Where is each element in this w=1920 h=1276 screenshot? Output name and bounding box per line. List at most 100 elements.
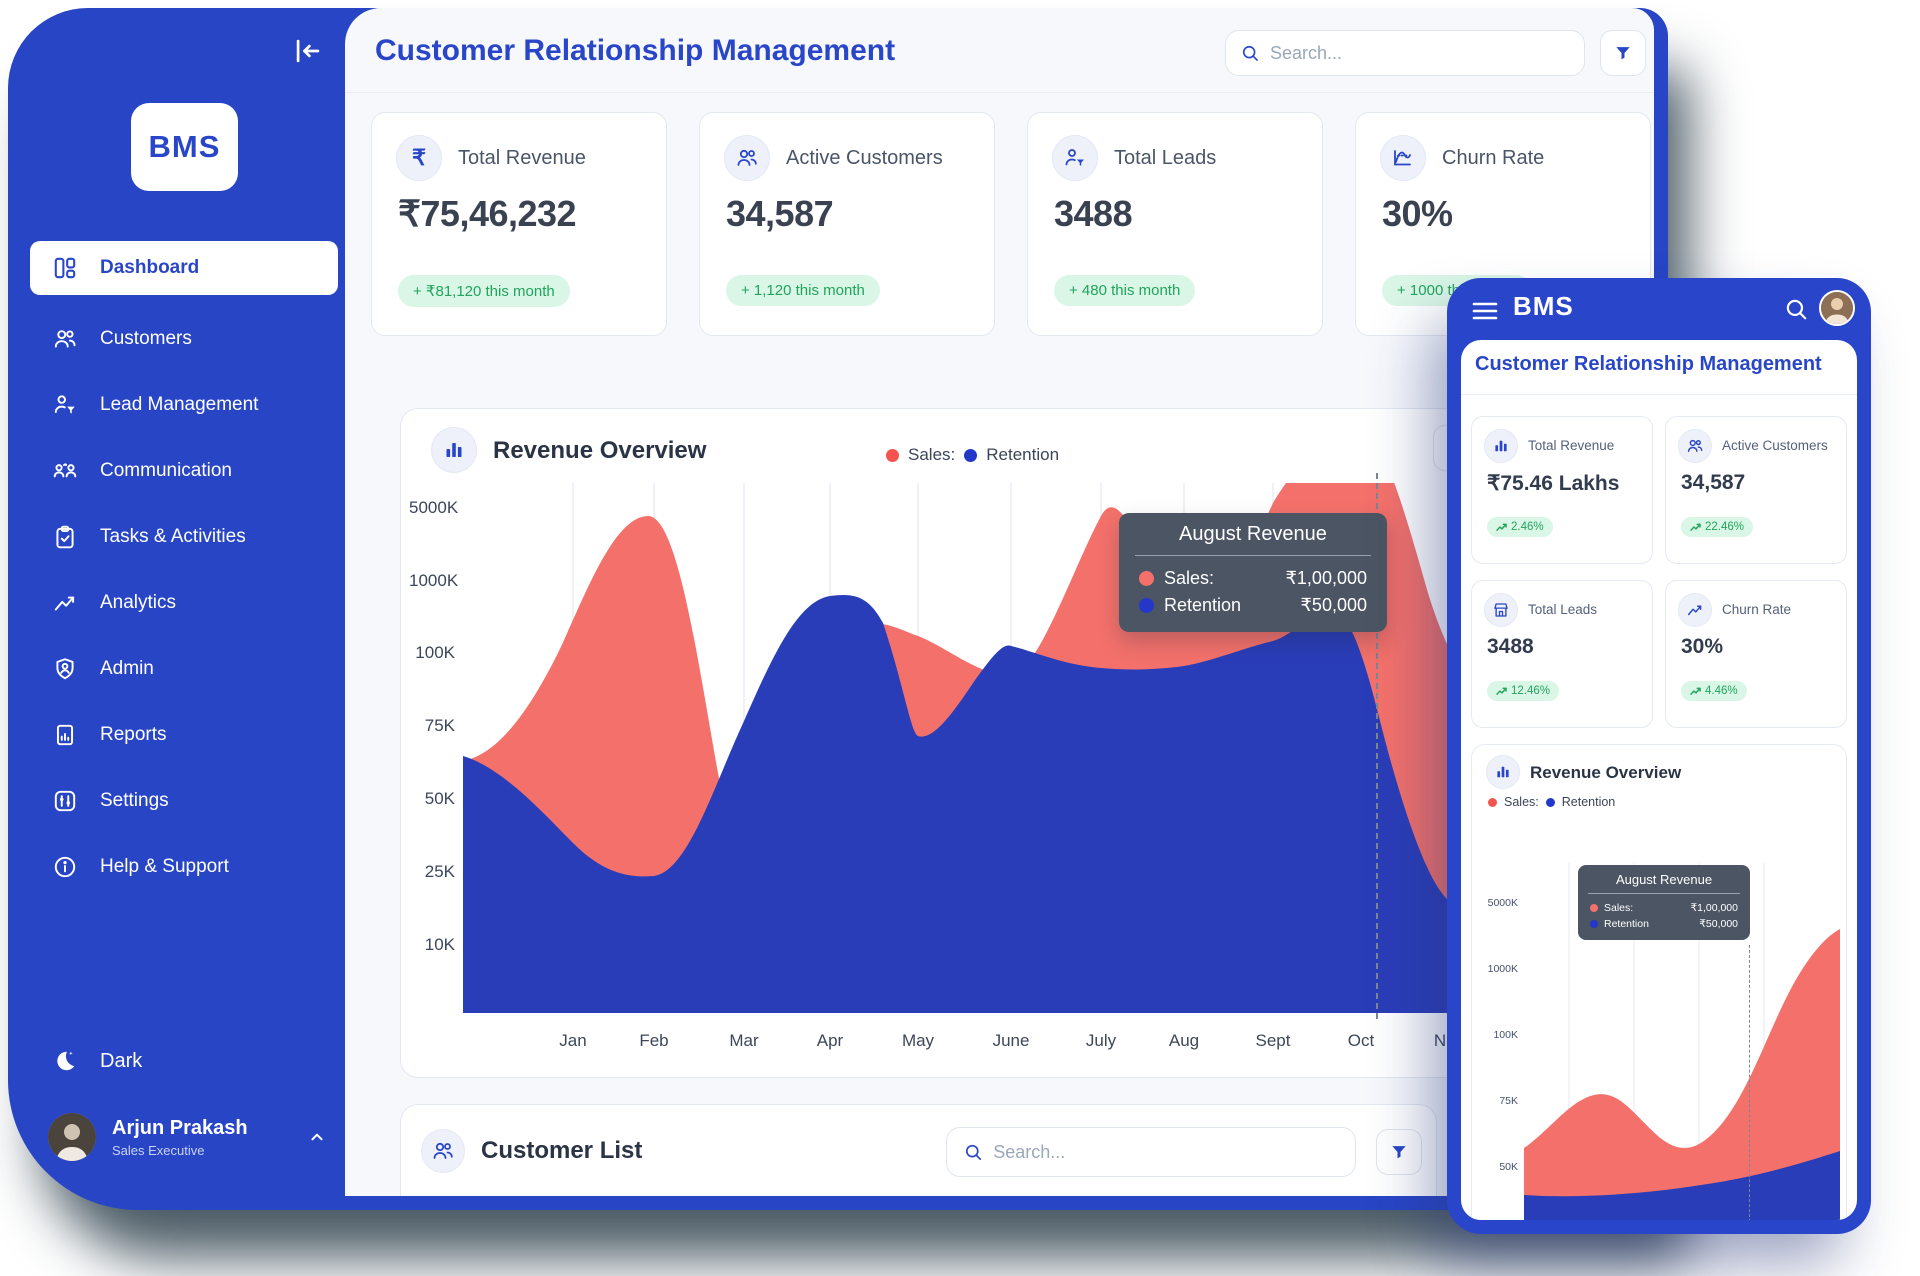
x-tick: Oct bbox=[1347, 1031, 1375, 1050]
sidebar-item-admin[interactable]: Admin bbox=[30, 642, 338, 696]
trend-up-icon bbox=[1496, 687, 1507, 695]
sidebar-item-label: Help & Support bbox=[100, 856, 229, 877]
phone-card-total-revenue[interactable]: Total Revenue ₹75.46 Lakhs 2.46% bbox=[1471, 416, 1653, 564]
x-tick: July bbox=[1085, 1031, 1117, 1050]
phone-card-label: Active Customers bbox=[1722, 438, 1828, 453]
y-tick: 50K bbox=[424, 789, 455, 808]
y-tick: 75K bbox=[1499, 1095, 1518, 1107]
sidebar-item-help-support[interactable]: Help & Support bbox=[30, 840, 338, 894]
sidebar-item-communication[interactable]: Communication bbox=[30, 444, 338, 498]
dark-mode-toggle[interactable]: Dark bbox=[52, 1048, 142, 1074]
tooltip-retention-row: Retention ₹50,000 bbox=[1578, 916, 1750, 932]
user-profile[interactable]: Arjun Prakash Sales Executive bbox=[48, 1113, 328, 1161]
hamburger-icon bbox=[1472, 302, 1498, 320]
stat-card-total-revenue[interactable]: ₹ Total Revenue ₹75,46,232 + ₹81,120 thi… bbox=[371, 112, 667, 336]
lead-filter-icon bbox=[54, 395, 75, 414]
sidebar-item-label: Dashboard bbox=[100, 257, 200, 278]
rupee-icon: ₹ bbox=[412, 145, 426, 170]
sales-dot bbox=[1139, 571, 1154, 586]
x-tick: Jan bbox=[559, 1031, 587, 1050]
stat-label: Total Leads bbox=[1114, 147, 1217, 169]
y-tick: 5000K bbox=[1487, 897, 1518, 909]
filter-icon bbox=[1616, 47, 1630, 60]
customer-list-panel: Customer List bbox=[400, 1104, 1437, 1196]
stat-card-total-leads[interactable]: Total Leads 3488 + 480 this month bbox=[1027, 112, 1323, 336]
customers-icon bbox=[54, 330, 76, 348]
phone-screen: Customer Relationship Management Total R… bbox=[1461, 340, 1857, 1220]
sidebar-item-label: Reports bbox=[100, 724, 167, 745]
x-tick: June bbox=[992, 1031, 1030, 1050]
phone-card-value: 3488 bbox=[1487, 635, 1534, 658]
chevron-up-icon[interactable] bbox=[306, 1126, 328, 1148]
phone-search-button[interactable] bbox=[1783, 296, 1809, 322]
page-title: Customer Relationship Management bbox=[375, 34, 896, 67]
retention-legend-label: Retention bbox=[986, 445, 1060, 464]
sidebar-item-tasks-activities[interactable]: Tasks & Activities bbox=[30, 510, 338, 564]
stat-card-active-customers[interactable]: Active Customers 34,587 + 1,120 this mon… bbox=[699, 112, 995, 336]
phone-chart-tooltip: August Revenue Sales: ₹1,00,000 Retentio… bbox=[1578, 865, 1750, 940]
stat-badge: + ₹81,120 this month bbox=[398, 275, 570, 307]
phone-avatar[interactable] bbox=[1819, 290, 1855, 326]
phone-card-badge: 12.46% bbox=[1487, 681, 1560, 701]
sidebar-item-dashboard[interactable]: Dashboard bbox=[30, 241, 338, 295]
y-tick: 100K bbox=[1493, 1029, 1518, 1041]
stat-badge: + 480 this month bbox=[1054, 275, 1196, 306]
moon-icon bbox=[57, 1051, 75, 1071]
y-tick: 100K bbox=[415, 643, 455, 662]
sidebar-collapse-button[interactable] bbox=[291, 34, 325, 68]
people-icon bbox=[1687, 439, 1703, 452]
phone-card-badge: 2.46% bbox=[1487, 517, 1553, 537]
phone-card-churn-rate[interactable]: Churn Rate 30% 4.46% bbox=[1665, 580, 1847, 728]
user-role: Sales Executive bbox=[112, 1142, 205, 1158]
phone-chart-legend: Sales: Retention bbox=[1488, 795, 1615, 809]
customer-list-filter-button[interactable] bbox=[1376, 1129, 1422, 1175]
tooltip-retention-value: ₹50,000 bbox=[1300, 595, 1367, 615]
sales-legend-label: Sales: bbox=[908, 445, 956, 464]
collapse-icon bbox=[296, 39, 320, 63]
help-info-icon bbox=[54, 856, 76, 878]
customer-list-search[interactable] bbox=[946, 1127, 1356, 1177]
sidebar-item-customers[interactable]: Customers bbox=[30, 312, 338, 366]
sales-legend-label: Sales: bbox=[1504, 795, 1539, 809]
tooltip-retention-label: Retention bbox=[1164, 595, 1242, 615]
user-name: Arjun Prakash bbox=[112, 1116, 248, 1139]
x-tick: May bbox=[901, 1031, 935, 1050]
header-filter-button[interactable] bbox=[1600, 30, 1646, 76]
y-tick: 1000K bbox=[1487, 963, 1518, 975]
chart-legend: Sales: Retention bbox=[886, 445, 1059, 465]
stat-value: 34,587 bbox=[726, 193, 834, 234]
tooltip-sales-value: ₹1,00,000 bbox=[1285, 568, 1367, 588]
revenue-overview-title: Revenue Overview bbox=[493, 437, 707, 464]
sales-legend-dot bbox=[886, 448, 899, 462]
reports-icon bbox=[56, 724, 74, 746]
y-tick: 10K bbox=[424, 935, 455, 954]
x-tick: Mar bbox=[729, 1031, 759, 1050]
sidebar-item-analytics[interactable]: Analytics bbox=[30, 576, 338, 630]
search-icon bbox=[1786, 299, 1807, 320]
clipboard-check-icon bbox=[56, 525, 74, 549]
phone-card-label: Churn Rate bbox=[1722, 602, 1792, 617]
header-search[interactable] bbox=[1225, 30, 1585, 76]
customer-list-search-input[interactable] bbox=[993, 1141, 1339, 1163]
mobile-mockup: BMS Customer Relationship Management Tot… bbox=[1447, 278, 1871, 1234]
x-tick: Aug bbox=[1168, 1031, 1200, 1050]
tooltip-sales-row: Sales: ₹1,00,000 bbox=[1578, 900, 1750, 916]
sidebar-nav: Dashboard Customers Lead Management Comm… bbox=[8, 241, 353, 941]
sidebar-item-label: Analytics bbox=[100, 592, 177, 613]
tooltip-anchor-line bbox=[1376, 473, 1378, 1019]
x-tick: Sept bbox=[1255, 1031, 1291, 1050]
phone-card-active-customers[interactable]: Active Customers 34,587 22.46% bbox=[1665, 416, 1847, 564]
phone-tooltip-anchor-line bbox=[1749, 945, 1750, 1220]
bms-logo-text: BMS bbox=[148, 129, 221, 164]
sidebar-item-settings[interactable]: Settings bbox=[30, 774, 338, 828]
bms-logo[interactable]: BMS bbox=[131, 103, 238, 191]
stat-badge: + 1,120 this month bbox=[726, 275, 880, 306]
analytics-icon bbox=[54, 596, 75, 611]
sidebar-item-reports[interactable]: Reports bbox=[30, 708, 338, 762]
sidebar-item-lead-management[interactable]: Lead Management bbox=[30, 378, 338, 432]
header-search-input[interactable] bbox=[1270, 42, 1570, 64]
sales-dot bbox=[1590, 904, 1598, 912]
phone-card-total-leads[interactable]: Total Leads 3488 12.46% bbox=[1471, 580, 1653, 728]
phone-card-value: 34,587 bbox=[1681, 471, 1746, 494]
phone-menu-button[interactable] bbox=[1472, 300, 1498, 322]
